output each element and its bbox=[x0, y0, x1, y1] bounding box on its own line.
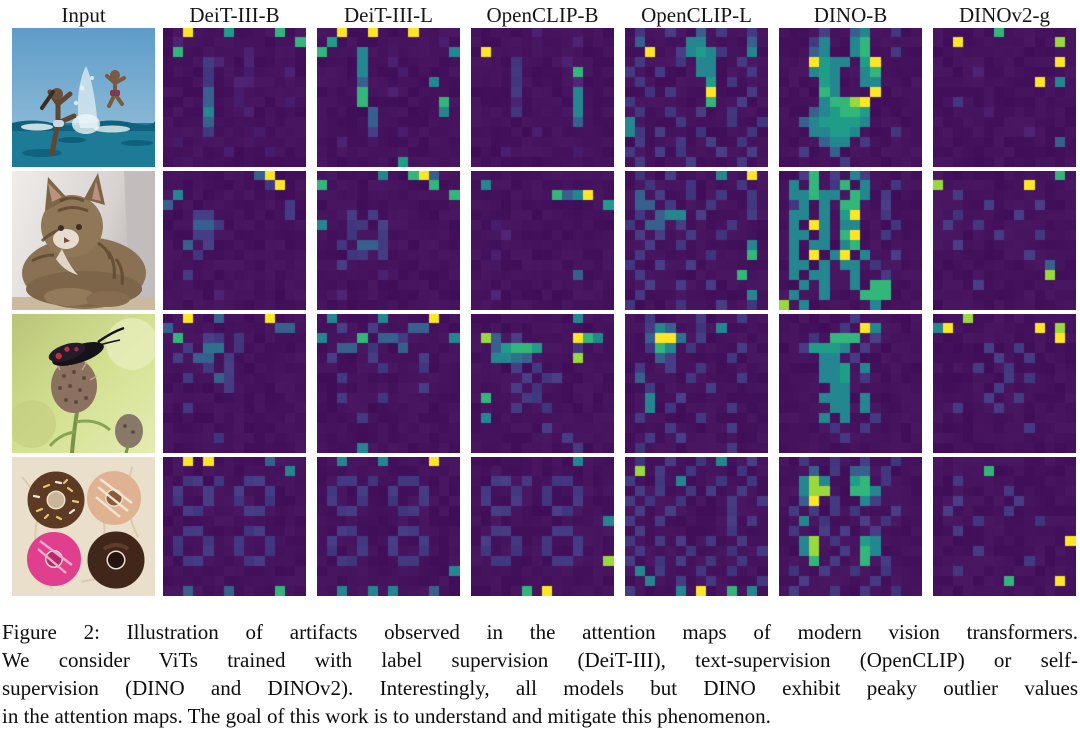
attention-map-insect-dinov2-g bbox=[933, 314, 1076, 453]
figure-row-insect bbox=[0, 314, 1080, 453]
attention-map-beach-openclip-l bbox=[625, 28, 768, 167]
attention-map-beach-openclip-b bbox=[471, 28, 614, 167]
attention-map-beach-deit3-b bbox=[163, 28, 306, 167]
figure-row-beach bbox=[0, 28, 1080, 167]
caption-line: We consider ViTs trained with label supe… bbox=[2, 648, 1078, 672]
attention-map-cat-dino-b bbox=[779, 171, 922, 310]
attention-map-insect-dino-b bbox=[779, 314, 922, 453]
caption-line: in the attention maps. The goal of this … bbox=[2, 704, 771, 728]
column-header-dinov2-g: DINOv2-g bbox=[959, 3, 1050, 27]
input-image-beach bbox=[12, 28, 155, 167]
attention-map-donuts-dinov2-g bbox=[933, 457, 1076, 596]
attention-map-insect-deit3-b bbox=[163, 314, 306, 453]
attention-map-donuts-openclip-l bbox=[625, 457, 768, 596]
caption-line: Figure 2: Illustration of artifacts obse… bbox=[2, 620, 1078, 644]
attention-map-cat-openclip-l bbox=[625, 171, 768, 310]
attention-map-beach-deit3-l bbox=[317, 28, 460, 167]
attention-map-donuts-dino-b bbox=[779, 457, 922, 596]
attention-map-cat-openclip-b bbox=[471, 171, 614, 310]
input-image-cat bbox=[12, 171, 155, 310]
attention-map-insect-deit3-l bbox=[317, 314, 460, 453]
input-image-donuts bbox=[12, 457, 155, 596]
attention-map-insect-openclip-l bbox=[625, 314, 768, 453]
attention-map-cat-deit3-b bbox=[163, 171, 306, 310]
attention-map-cat-deit3-l bbox=[317, 171, 460, 310]
column-header-input: Input bbox=[61, 3, 106, 27]
attention-map-cat-dinov2-g bbox=[933, 171, 1076, 310]
figure-caption: Figure 2: Illustration of artifacts obse… bbox=[2, 618, 1078, 730]
input-image-insect bbox=[12, 314, 155, 453]
figure-row-donuts bbox=[0, 457, 1080, 596]
column-headers: Input DeiT-III-B DeiT-III-L OpenCLIP-B O… bbox=[0, 0, 1080, 28]
attention-map-donuts-deit3-l bbox=[317, 457, 460, 596]
attention-map-beach-dinov2-g bbox=[933, 28, 1076, 167]
figure-row-cat bbox=[0, 171, 1080, 310]
attention-map-donuts-deit3-b bbox=[163, 457, 306, 596]
attention-map-beach-dino-b bbox=[779, 28, 922, 167]
column-header-dino-b: DINO-B bbox=[813, 3, 888, 27]
attention-map-donuts-openclip-b bbox=[471, 457, 614, 596]
attention-map-insect-openclip-b bbox=[471, 314, 614, 453]
column-header-openclip-l: OpenCLIP-L bbox=[641, 3, 752, 27]
column-header-openclip-b: OpenCLIP-B bbox=[486, 3, 599, 27]
caption-line: supervision (DINO and DINOv2). Interesti… bbox=[2, 676, 1078, 700]
column-header-deit3-b: DeiT-III-B bbox=[189, 3, 280, 27]
column-header-deit3-l: DeiT-III-L bbox=[343, 3, 433, 27]
